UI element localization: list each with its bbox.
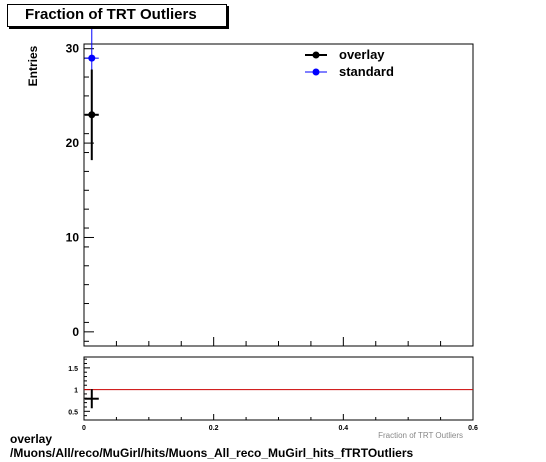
y-tick-label: 10	[66, 230, 80, 244]
legend-label-standard: standard	[339, 64, 394, 79]
ratio-y-tick-label: 0.5	[68, 409, 78, 416]
ratio-plot-frame	[83, 356, 474, 421]
main-plot-frame	[83, 43, 474, 347]
y-tick-label: 20	[66, 136, 80, 150]
ratio-y-tick-label: 1.5	[68, 366, 78, 373]
legend-marker-standard	[312, 68, 320, 76]
y-tick-label: 30	[66, 42, 80, 56]
caption-path: /Muons/All/reco/MuGirl/hits/Muons_All_re…	[10, 446, 414, 460]
ratio-x-tick-label: 0.4	[338, 425, 348, 432]
ratio-x-tick-label: 0	[82, 425, 86, 432]
y-tick-label: 0	[72, 325, 79, 339]
caption-label: overlay	[10, 432, 53, 446]
legend-label-overlay: overlay	[339, 47, 385, 62]
point-standard	[88, 54, 96, 62]
x-axis-label: Fraction of TRT Outliers	[378, 431, 463, 440]
point-overlay	[88, 111, 96, 119]
ratio-x-tick-label: 0.6	[468, 425, 478, 432]
chart-title-box: Fraction of TRT Outliers	[7, 4, 227, 27]
legend: overlay standard	[305, 47, 394, 79]
ratio-x-tick-label: 0.2	[209, 425, 219, 432]
legend-marker-overlay	[312, 51, 320, 59]
chart-title: Fraction of TRT Outliers	[25, 6, 197, 23]
y-axis-label: Entries	[26, 45, 40, 86]
ratio-y-tick-label: 1	[74, 388, 78, 395]
